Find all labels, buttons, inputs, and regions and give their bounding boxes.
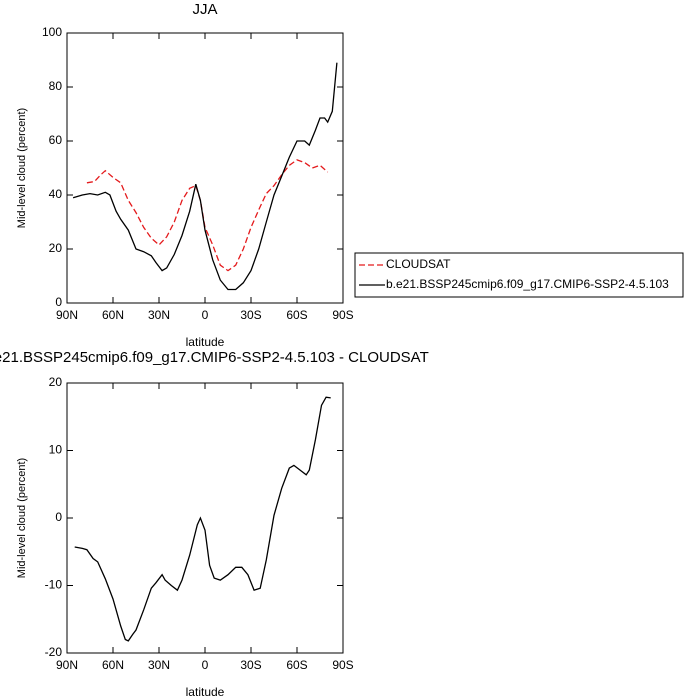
x-tick-label: 30N	[148, 308, 170, 322]
x-tick-label: 60S	[286, 658, 307, 672]
y-tick-label: 10	[49, 443, 63, 457]
y-tick-label: 80	[49, 79, 63, 93]
x-tick-label: 60N	[102, 658, 124, 672]
x-tick-label: 90S	[332, 308, 353, 322]
x-tick-label: 30S	[240, 658, 261, 672]
x-axis-label: latitude	[186, 685, 225, 699]
data-line	[74, 396, 331, 642]
y-tick-label: -20	[45, 645, 63, 659]
x-tick-label: 60S	[286, 308, 307, 322]
y-axis-label: Mid-level cloud (percent)	[16, 108, 28, 228]
data-line	[86, 159, 329, 272]
x-tick-label: 30S	[240, 308, 261, 322]
x-tick-label: 90N	[56, 658, 78, 672]
x-tick-label: 60N	[102, 308, 124, 322]
plot-frame	[66, 382, 344, 654]
y-tick-label: 40	[49, 187, 63, 201]
y-tick-label: 20	[49, 241, 63, 255]
x-axis-label: latitude	[186, 335, 225, 349]
chart-title: b.e21.BSSP245cmip6.f09_g17.CMIP6-SSP2-4.…	[0, 349, 429, 366]
y-tick-label: 20	[49, 375, 63, 389]
y-tick-label: -10	[45, 578, 63, 592]
x-tick-label: 90S	[332, 658, 353, 672]
legend-label: CLOUDSAT	[386, 257, 451, 271]
x-tick-label: 90N	[56, 308, 78, 322]
legend-label: b.e21.BSSP245cmip6.f09_g17.CMIP6-SSP2-4.…	[386, 277, 669, 291]
data-line	[72, 62, 338, 291]
legend-box	[354, 252, 684, 298]
x-tick-label: 0	[202, 658, 209, 672]
plot-frame	[66, 32, 344, 304]
y-tick-label: 0	[55, 295, 62, 309]
y-axis-label: Mid-level cloud (percent)	[16, 458, 28, 578]
y-tick-label: 0	[55, 510, 62, 524]
y-tick-label: 60	[49, 133, 63, 147]
y-tick-label: 100	[42, 25, 62, 39]
x-tick-label: 0	[202, 308, 209, 322]
x-tick-label: 30N	[148, 658, 170, 672]
chart-title: JJA	[192, 1, 217, 18]
